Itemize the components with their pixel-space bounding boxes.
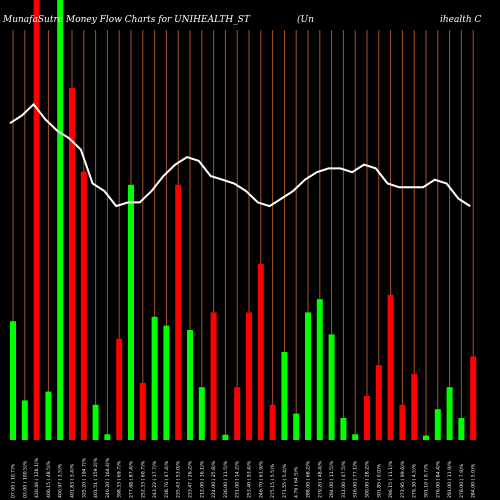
bar bbox=[163, 325, 170, 440]
x-tick-label: 284.00 ( 5.0)% bbox=[471, 463, 477, 498]
bar bbox=[234, 387, 241, 440]
x-tick-label: 279.20 ( 48.4)% bbox=[317, 460, 323, 498]
x-tick-label: 316.00 ( 77.1)% bbox=[353, 460, 359, 498]
bar bbox=[316, 299, 323, 440]
bar-series bbox=[10, 0, 477, 440]
bar bbox=[210, 312, 217, 440]
bar bbox=[269, 404, 276, 440]
bar bbox=[57, 0, 64, 440]
x-tick-label: 312.00 ( 47.5)% bbox=[341, 460, 347, 498]
bar bbox=[352, 434, 359, 440]
bar bbox=[293, 413, 300, 440]
x-tick-label: 240.20 ( 164.4)% bbox=[105, 457, 111, 498]
bar bbox=[257, 264, 264, 440]
bar bbox=[411, 374, 418, 440]
x-tick-label: 273.95 ( 99.6)% bbox=[400, 460, 406, 498]
x-tick-label: 03.00 ( 100.5)% bbox=[22, 460, 28, 498]
bar bbox=[222, 434, 229, 440]
bar bbox=[92, 404, 99, 440]
x-tick-label: 279.30 ( 4.5)% bbox=[412, 463, 418, 498]
money-flow-line bbox=[9, 102, 471, 208]
x-tick-label: 294.00 ( 11.5)% bbox=[329, 460, 335, 498]
bar bbox=[151, 316, 158, 440]
bar bbox=[175, 184, 182, 440]
x-tick-labels: 07.00 ( 10.7)% 03.00 ( 100.5)% 430.46 ( 12… bbox=[11, 457, 477, 498]
bar bbox=[80, 171, 87, 440]
x-tick-label: 233.47 ( 26.2)% bbox=[188, 460, 194, 498]
x-tick-label: 406.15 ( 48.5)% bbox=[46, 460, 52, 498]
chart-title-right: ihealth C bbox=[440, 15, 482, 25]
bar bbox=[45, 391, 52, 440]
x-tick-label: 430.46 ( 126.1)% bbox=[34, 457, 40, 498]
bar bbox=[104, 434, 111, 440]
x-tick-label: 278.00 ( 7.9)% bbox=[459, 463, 465, 498]
bar bbox=[10, 321, 16, 440]
x-tick-label: 231.00 ( 14.2)% bbox=[235, 460, 241, 498]
bar bbox=[458, 418, 465, 440]
bar bbox=[328, 334, 335, 440]
bar bbox=[198, 387, 205, 440]
x-tick-label: 252.33 ( 60.7)% bbox=[140, 460, 146, 498]
chart-title-middle: (Un bbox=[297, 14, 314, 25]
x-tick-label: 275.15 ( 5.5)% bbox=[270, 463, 276, 498]
x-tick-label: 300.00 ( 28.2)% bbox=[365, 460, 371, 498]
x-tick-label: 276.00 ( 84.4)% bbox=[435, 460, 441, 498]
bar bbox=[21, 400, 28, 440]
bar bbox=[187, 330, 193, 440]
x-tick-label: 301.85 ( 0.0)% bbox=[376, 463, 382, 498]
x-tick-label: 401.51 ( 159.2)% bbox=[93, 457, 99, 498]
x-tick-label: 401.83 ( 3.4)% bbox=[70, 463, 76, 498]
x-tick-label: 235.43 ( 53.0)% bbox=[176, 460, 182, 498]
x-tick-label: 236.00 ( 11.5)% bbox=[223, 460, 229, 498]
bar bbox=[364, 396, 370, 440]
x-tick-label: 398.33 ( 69.7)% bbox=[117, 460, 123, 498]
bar bbox=[128, 184, 134, 440]
bar bbox=[434, 409, 441, 440]
bar bbox=[387, 294, 394, 440]
x-tick-label: 400.97 ( 3.5)% bbox=[58, 463, 64, 498]
x-tick-label: 325.20 ( 194.7)% bbox=[81, 457, 87, 498]
x-tick-label: 246.70 ( 61.9)% bbox=[258, 460, 264, 498]
bar bbox=[139, 382, 146, 440]
x-tick-label: 291.00 ( 11.9)% bbox=[447, 460, 453, 498]
bar bbox=[69, 88, 75, 440]
bar bbox=[305, 312, 311, 440]
x-tick-label: 4.76 ( 64.5)% bbox=[294, 466, 300, 498]
x-tick-label: 238.76 ( 47.4)% bbox=[164, 460, 170, 498]
x-tick-label: 243.22 ( 17.7)% bbox=[152, 460, 158, 498]
x-tick-label: 277.68 ( 87.4)% bbox=[129, 460, 135, 498]
bar bbox=[446, 387, 453, 440]
bar bbox=[246, 312, 252, 440]
x-tick-label: 253.40 ( 93.4)% bbox=[247, 460, 253, 498]
x-tick-label: 301.10 ( 0.7)% bbox=[424, 463, 430, 498]
x-tick-label: 212.00 ( 36.1)% bbox=[199, 460, 205, 498]
chart-title: MunafaSutra Money Flow Charts for UNIHEA… bbox=[2, 15, 251, 25]
x-tick-label: 288.00 ( 68.2)% bbox=[306, 460, 312, 498]
bar bbox=[399, 404, 406, 440]
bar bbox=[340, 418, 347, 440]
bar bbox=[423, 435, 429, 440]
x-tick-label: 271.55 ( 5.4)% bbox=[282, 463, 288, 498]
bar bbox=[375, 365, 382, 440]
bar bbox=[116, 338, 123, 440]
x-tick-label: 296.15 ( 11.1)% bbox=[388, 460, 394, 498]
bar bbox=[281, 352, 288, 440]
x-tick-label: 07.00 ( 10.7)% bbox=[11, 463, 17, 498]
x-tick-label: 224.00 ( 25.8)% bbox=[211, 460, 217, 498]
bar bbox=[470, 356, 477, 440]
bar bbox=[33, 0, 40, 440]
